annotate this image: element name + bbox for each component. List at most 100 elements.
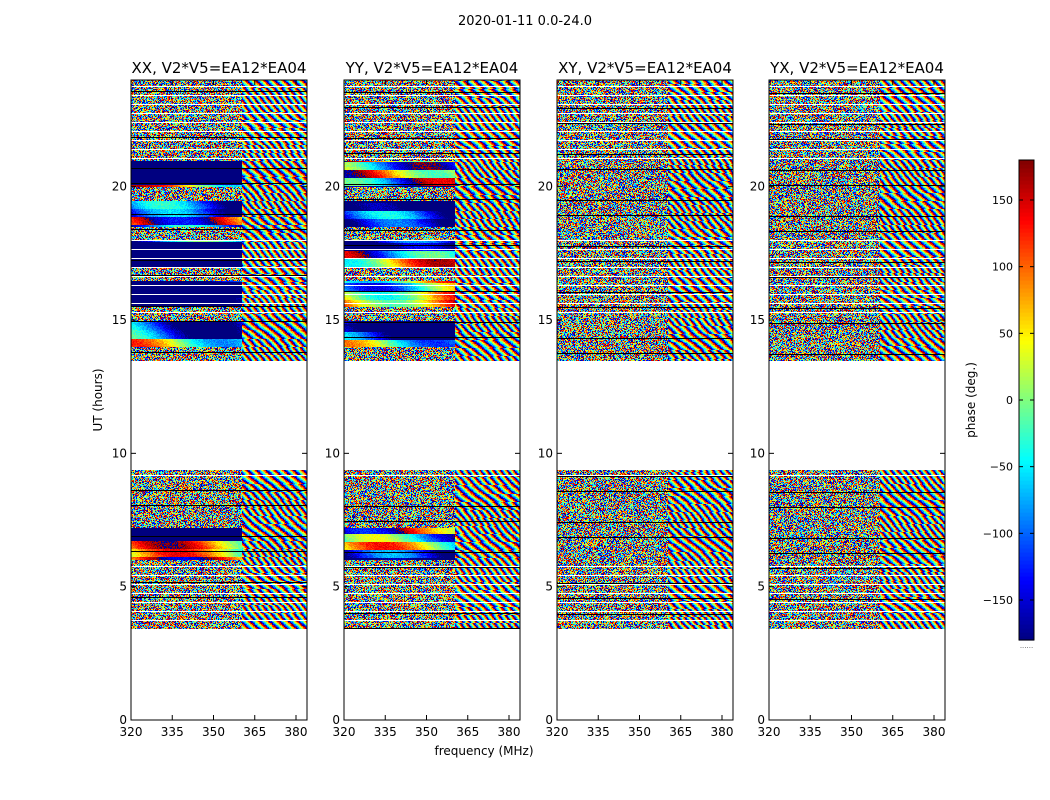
x-tick-label: 350 [628,725,651,739]
colorbar-segment [1019,520,1034,525]
colorbar-segment [1019,408,1034,413]
colorbar-segment [1019,380,1034,385]
x-tick-label: 365 [881,725,904,739]
colorbar-segment [1019,632,1034,637]
panel-xy: XY, V2*V5=EA12*EA04 320 335 350 365 380 0 5 10 15… [538,59,734,739]
y-tick-label: 15 [112,313,127,327]
y-tick-label: 5 [119,580,127,594]
phase-waterfall-image [344,80,520,720]
colorbar-segment [1019,424,1034,429]
x-tick-label: 350 [840,725,863,739]
colorbar-segment [1019,336,1034,341]
colorbar-segment [1019,196,1034,201]
x-tick-label: 350 [415,725,438,739]
colorbar-segment [1019,276,1034,281]
colorbar-segment [1019,524,1034,529]
colorbar-segment [1019,176,1034,181]
colorbar-segment [1019,352,1034,357]
panel-yx: YX, V2*V5=EA12*EA04 320 335 350 365 380 0 5 10 15… [750,59,946,739]
plot-frame [343,79,521,721]
colorbar-segment [1019,568,1034,573]
y-tick-label: 5 [332,580,340,594]
colorbar-segment [1019,280,1034,285]
colorbar-segment [1019,564,1034,569]
colorbar-segment [1019,388,1034,393]
colorbar-segment [1019,560,1034,565]
plot-frame [556,79,734,721]
colorbar-tick-label: 100 [992,261,1013,274]
colorbar-segment [1019,220,1034,225]
y-tick-label: 10 [325,446,340,460]
colorbar-segment [1019,404,1034,409]
colorbar-segment [1019,472,1034,477]
colorbar-segment [1019,584,1034,589]
colorbar-segment [1019,256,1034,261]
plot-frame [768,79,946,721]
colorbar-segment [1019,400,1034,405]
colorbar-segment [1019,608,1034,613]
colorbar-segment [1019,612,1034,617]
x-tick-label: 365 [669,725,692,739]
colorbar-segment [1019,320,1034,325]
y-tick-label: 0 [757,713,765,727]
colorbar-segment [1019,620,1034,625]
y-tick-label: 15 [538,313,553,327]
colorbar-segment [1019,460,1034,465]
x-tick-label: 350 [202,725,225,739]
colorbar-segment [1019,604,1034,609]
colorbar-segment [1019,260,1034,265]
colorbar-segment [1019,440,1034,445]
y-tick-label: 20 [112,180,127,194]
y-axis-label: UT (hours) [91,368,105,431]
colorbar-segment [1019,200,1034,205]
colorbar-segment [1019,160,1034,165]
colorbar-segment [1019,544,1034,549]
colorbar-segment [1019,600,1034,605]
colorbar-segment [1019,416,1034,421]
colorbar-segment [1019,488,1034,493]
panel-title: XY, V2*V5=EA12*EA04 [558,59,732,77]
colorbar-segment [1019,340,1034,345]
colorbar-tick-label: 0 [1006,394,1013,407]
colorbar-segment [1019,500,1034,505]
colorbar-segment [1019,576,1034,581]
colorbar-segment [1019,288,1034,293]
colorbar-segment [1019,624,1034,629]
colorbar-segment [1019,548,1034,553]
colorbar-segment [1019,504,1034,509]
y-tick-label: 5 [545,580,553,594]
x-tick-label: 320 [546,725,569,739]
colorbar-segment [1019,572,1034,577]
colorbar-segment [1019,204,1034,209]
colorbar-segment [1019,324,1034,329]
colorbar-segment [1019,540,1034,545]
colorbar-segment [1019,348,1034,353]
colorbar-segment [1019,616,1034,621]
colorbar-segment [1019,372,1034,377]
colorbar-segment [1019,332,1034,337]
colorbar-segment [1019,232,1034,237]
colorbar-segment [1019,552,1034,557]
colorbar-segment [1019,364,1034,369]
x-tick-label: 380 [923,725,946,739]
colorbar-segment [1019,188,1034,193]
y-tick-label: 0 [119,713,127,727]
colorbar-segment [1019,344,1034,349]
colorbar-segment [1019,636,1034,641]
colorbar-segment [1019,592,1034,597]
colorbar-segment [1019,216,1034,221]
colorbar-segment [1019,180,1034,185]
x-tick-label: 380 [498,725,521,739]
colorbar-segment [1019,596,1034,601]
colorbar-segment [1019,168,1034,173]
colorbar-segment [1019,508,1034,513]
plot-frame [130,79,308,721]
colorbar-segment [1019,536,1034,541]
phase-waterfall-image [131,80,307,720]
colorbar: 150 100 50 0 −50 −100 −150 phase (deg.)...... [964,159,1035,650]
colorbar-segment [1019,268,1034,273]
x-tick-label: 335 [374,725,397,739]
colorbar-segment [1019,212,1034,217]
colorbar-segment [1019,456,1034,461]
